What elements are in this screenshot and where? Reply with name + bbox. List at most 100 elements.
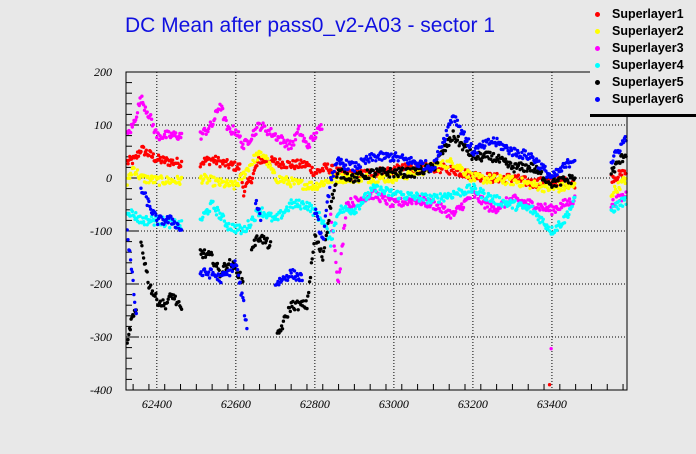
legend-entry-superlayer3: Superlayer3 xyxy=(590,40,696,57)
data-point-superlayer5 xyxy=(569,181,573,186)
data-point-superlayer3 xyxy=(269,126,273,131)
data-point-superlayer6 xyxy=(438,152,442,156)
data-point-superlayer5 xyxy=(613,170,617,174)
data-point-superlayer3 xyxy=(296,127,300,131)
data-point-superlayer5 xyxy=(478,152,483,156)
data-point-superlayer4 xyxy=(387,193,391,197)
data-point-superlayer4 xyxy=(354,210,358,215)
data-point-superlayer4 xyxy=(510,206,515,210)
data-point-superlayer2 xyxy=(450,161,454,165)
data-point-superlayer2 xyxy=(559,188,564,192)
data-point-superlayer4 xyxy=(334,221,338,226)
data-point-superlayer4 xyxy=(505,204,509,208)
data-point-superlayer5 xyxy=(331,196,335,200)
data-point-superlayer5 xyxy=(554,184,558,188)
data-point-superlayer4 xyxy=(222,219,227,223)
data-point-superlayer3 xyxy=(179,131,184,136)
data-point-superlayer5 xyxy=(199,252,203,256)
data-point-superlayer3 xyxy=(265,132,270,137)
chart-title: DC Mean after pass0_v2-A03 - sector 1 xyxy=(125,14,496,37)
data-point-superlayer6 xyxy=(316,217,321,222)
data-point-superlayer2 xyxy=(236,183,241,188)
data-point-superlayer2 xyxy=(507,174,511,178)
data-point-superlayer2 xyxy=(520,176,524,180)
data-point-superlayer6 xyxy=(277,283,281,287)
data-point-superlayer1 xyxy=(523,175,527,179)
data-point-superlayer4 xyxy=(325,227,329,231)
data-point-superlayer5 xyxy=(451,129,455,133)
data-point-superlayer6 xyxy=(164,217,169,222)
data-point-superlayer3 xyxy=(337,270,342,274)
data-point-superlayer1 xyxy=(321,169,325,173)
data-point-superlayer6 xyxy=(383,156,387,160)
data-point-superlayer2 xyxy=(309,180,314,184)
data-point-superlayer1 xyxy=(160,159,164,163)
data-point-superlayer5 xyxy=(127,332,131,337)
data-point-superlayer2 xyxy=(446,165,450,169)
legend-marker xyxy=(595,46,600,51)
data-point-superlayer6 xyxy=(289,271,293,275)
data-point-superlayer4 xyxy=(218,211,222,215)
data-point-superlayer6 xyxy=(364,154,369,159)
data-point-superlayer3 xyxy=(310,135,314,140)
data-point-superlayer5 xyxy=(312,242,316,246)
data-point-superlayer4 xyxy=(134,211,138,215)
data-point-superlayer2 xyxy=(510,174,515,179)
data-point-superlayer1 xyxy=(278,157,282,161)
data-point-superlayer5 xyxy=(511,166,515,170)
data-point-superlayer3 xyxy=(567,197,572,201)
data-point-superlayer1 xyxy=(175,156,179,160)
data-point-superlayer1 xyxy=(612,179,616,184)
data-point-superlayer6 xyxy=(374,159,378,163)
data-point-superlayer6 xyxy=(254,198,259,203)
data-point-superlayer3 xyxy=(488,208,492,212)
data-point-superlayer6 xyxy=(341,161,345,165)
data-point-superlayer6 xyxy=(287,275,292,279)
data-point-superlayer3 xyxy=(543,202,547,206)
data-point-superlayer6 xyxy=(128,249,132,253)
data-point-superlayer4 xyxy=(298,204,302,208)
data-point-superlayer6 xyxy=(505,146,509,150)
data-point-superlayer4 xyxy=(244,229,249,233)
data-point-superlayer2 xyxy=(612,190,616,195)
data-point-superlayer5 xyxy=(387,175,392,179)
data-point-superlayer2 xyxy=(532,179,537,183)
data-point-superlayer4 xyxy=(451,195,455,200)
data-point-superlayer5 xyxy=(620,153,624,157)
data-point-superlayer2 xyxy=(314,184,318,189)
data-point-superlayer6 xyxy=(611,159,615,163)
data-point-superlayer3 xyxy=(440,210,444,214)
data-point-superlayer4 xyxy=(293,204,298,209)
data-point-superlayer6 xyxy=(236,273,241,277)
data-point-superlayer6 xyxy=(154,213,158,217)
data-point-superlayer4 xyxy=(219,217,223,222)
legend-entry-superlayer2: Superlayer2 xyxy=(590,23,696,40)
data-point-superlayer6 xyxy=(495,136,499,141)
data-point-superlayer4 xyxy=(353,207,357,211)
data-point-superlayer6 xyxy=(358,165,363,169)
data-point-superlayer1 xyxy=(400,163,405,167)
data-point-superlayer4 xyxy=(308,209,313,214)
data-point-superlayer5 xyxy=(255,234,259,238)
data-point-superlayer6 xyxy=(417,164,421,169)
data-point-superlayer2 xyxy=(480,174,485,178)
data-point-superlayer6 xyxy=(612,154,616,158)
data-point-superlayer2 xyxy=(300,178,304,183)
data-point-superlayer4 xyxy=(570,204,574,209)
data-point-superlayer2 xyxy=(466,175,471,179)
data-point-superlayer1 xyxy=(281,162,285,167)
data-point-superlayer1 xyxy=(516,173,521,177)
data-point-superlayer3 xyxy=(131,122,135,126)
data-point-superlayer4 xyxy=(224,222,228,226)
data-point-superlayer2 xyxy=(266,156,270,161)
data-point-superlayer5 xyxy=(340,167,344,171)
data-point-superlayer3 xyxy=(333,248,337,253)
data-point-superlayer2 xyxy=(305,182,309,187)
data-point-superlayer1 xyxy=(297,165,301,169)
data-point-superlayer5 xyxy=(488,150,492,155)
data-point-superlayer2 xyxy=(168,181,173,185)
data-point-superlayer6 xyxy=(325,200,329,204)
data-point-superlayer4 xyxy=(479,196,484,200)
data-point-superlayer3 xyxy=(293,138,298,142)
data-point-superlayer6 xyxy=(285,278,290,282)
